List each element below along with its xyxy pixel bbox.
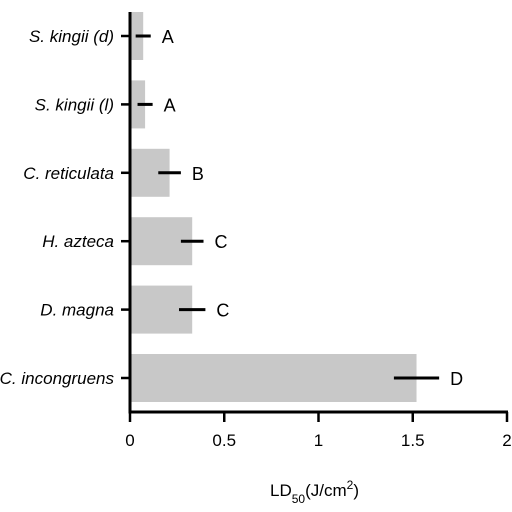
labels-layer: S. kingii (d) A S. kingii (l) A C. reticulat… bbox=[0, 27, 512, 450]
bar bbox=[130, 354, 417, 402]
x-tick-label: 1.5 bbox=[401, 431, 425, 450]
x-axis-title: LD50(J/cm2) bbox=[270, 478, 359, 506]
y-tick-label: S. kingii (d) bbox=[29, 27, 114, 46]
x-tick-label: 1 bbox=[314, 431, 323, 450]
group-letter-label: A bbox=[164, 95, 176, 115]
axes-layer bbox=[121, 12, 509, 422]
x-axis-title-unit: (J/cm bbox=[305, 481, 347, 500]
group-letter-label: C bbox=[216, 301, 229, 321]
x-axis-title-main: LD bbox=[270, 481, 292, 500]
x-tick-label: 0 bbox=[125, 431, 134, 450]
group-letter-label: D bbox=[450, 369, 463, 389]
x-tick-label: 0.5 bbox=[212, 431, 236, 450]
error-bars-layer bbox=[135, 34, 440, 380]
x-tick-label: 2 bbox=[502, 431, 511, 450]
x-axis-title-subscript: 50 bbox=[292, 492, 306, 506]
y-tick-label: C. incongruens bbox=[0, 369, 114, 388]
y-tick-label: S. kingii (l) bbox=[35, 95, 114, 114]
y-tick-label: D. magna bbox=[40, 301, 114, 320]
group-letter-label: C bbox=[215, 232, 228, 252]
group-letter-label: A bbox=[162, 27, 174, 47]
group-letter-label: B bbox=[192, 164, 204, 184]
bars-layer bbox=[130, 12, 417, 402]
y-tick-label: C. reticulata bbox=[23, 164, 114, 183]
x-axis-title-superscript: 2 bbox=[347, 478, 354, 492]
x-axis-title-unit-close: ) bbox=[353, 481, 359, 500]
y-tick-label: H. azteca bbox=[42, 232, 114, 251]
